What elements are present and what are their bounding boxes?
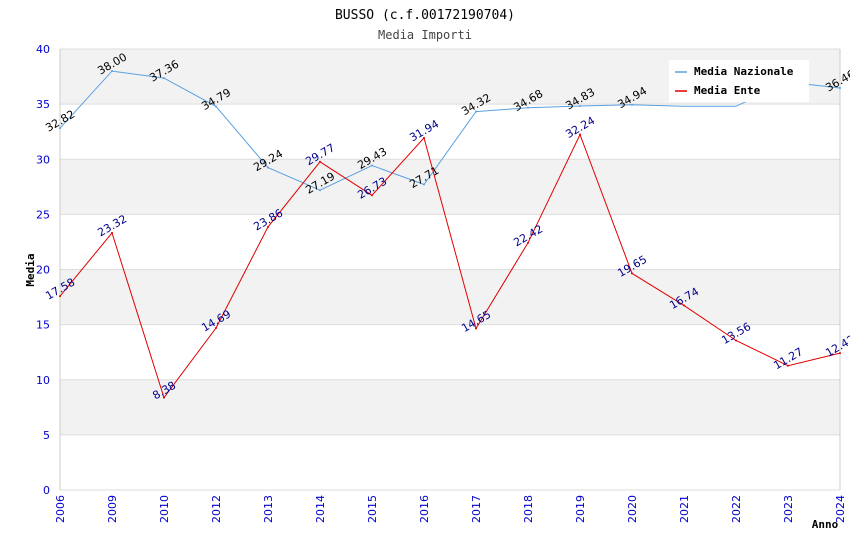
y-tick-label: 10	[36, 374, 50, 387]
data-point	[111, 231, 113, 234]
chart-title: BUSSO (c.f.00172190704)	[335, 8, 515, 23]
y-tick-label: 5	[43, 429, 50, 442]
data-point	[527, 241, 529, 244]
x-tick-label: 2019	[574, 495, 587, 523]
y-axis-ticks: 0 5 10 15 20 25 30 35 40	[36, 43, 50, 497]
series-line-1	[59, 133, 841, 399]
series-line-0	[59, 70, 841, 191]
x-tick-label: 2013	[262, 495, 275, 523]
y-tick-label: 20	[36, 264, 50, 277]
data-point	[683, 304, 685, 307]
data-point	[475, 110, 477, 113]
x-tick-label: 2006	[54, 495, 67, 523]
x-tick-label: 2021	[678, 495, 691, 523]
x-tick-label: 2022	[730, 495, 743, 523]
legend-label-media-ente: Media Ente	[694, 84, 761, 97]
band	[60, 379, 840, 435]
y-tick-label: 15	[36, 319, 50, 332]
data-point	[839, 352, 841, 355]
data-point	[579, 104, 581, 107]
x-tick-label: 2016	[418, 495, 431, 523]
x-tick-label: 2015	[366, 495, 379, 523]
band	[60, 269, 840, 325]
x-tick-label: 2017	[470, 495, 483, 523]
data-point	[59, 127, 61, 130]
data-point	[579, 133, 581, 136]
background-bands	[59, 48, 841, 491]
data-point	[423, 183, 425, 186]
y-axis-label: Media	[24, 253, 37, 286]
legend-label-media-nazionale: Media Nazionale	[694, 65, 794, 78]
x-tick-label: 2018	[522, 495, 535, 523]
y-tick-label: 0	[43, 484, 50, 497]
data-point	[423, 136, 425, 139]
y-tick-label: 40	[36, 43, 50, 56]
data-label: 11.27	[771, 345, 805, 372]
data-point	[319, 189, 321, 192]
data-point	[475, 327, 477, 330]
data-point	[111, 70, 113, 73]
data-point	[527, 106, 529, 109]
data-point	[631, 272, 633, 275]
data-point	[319, 160, 321, 163]
band	[60, 159, 840, 215]
data-point	[163, 396, 165, 399]
data-point	[215, 327, 217, 330]
data-label: 12.42	[823, 333, 850, 360]
x-tick-label: 2012	[210, 495, 223, 523]
series-lines	[59, 70, 841, 399]
data-point	[371, 164, 373, 167]
x-axis-label: Anno	[812, 518, 839, 531]
x-tick-label: 2014	[314, 495, 327, 523]
data-point	[59, 295, 61, 298]
data-point	[839, 87, 841, 90]
x-tick-label: 2009	[106, 495, 119, 523]
x-tick-label: 2023	[782, 495, 795, 523]
data-point	[735, 339, 737, 342]
x-tick-label: 2010	[158, 495, 171, 523]
legend: Media Nazionale Media Ente	[669, 60, 809, 102]
data-label: 32.24	[563, 114, 597, 141]
data-point	[631, 103, 633, 106]
data-point	[215, 105, 217, 108]
data-point	[371, 194, 373, 197]
data-label: 22.42	[511, 222, 545, 249]
y-tick-label: 30	[36, 153, 50, 166]
data-point	[787, 364, 789, 367]
data-point	[163, 77, 165, 80]
x-tick-label: 2020	[626, 495, 639, 523]
y-tick-label: 25	[36, 208, 50, 221]
legend-box	[669, 60, 809, 102]
chart-subtitle: Media Importi	[378, 28, 472, 42]
x-tick-label: 2024	[834, 495, 847, 523]
data-point	[267, 225, 269, 228]
x-axis-ticks: 2006 2009 2010 2012 2013 2014 2015 2016 2017 2018…	[54, 495, 847, 523]
data-point	[267, 166, 269, 169]
y-tick-label: 35	[36, 98, 50, 111]
